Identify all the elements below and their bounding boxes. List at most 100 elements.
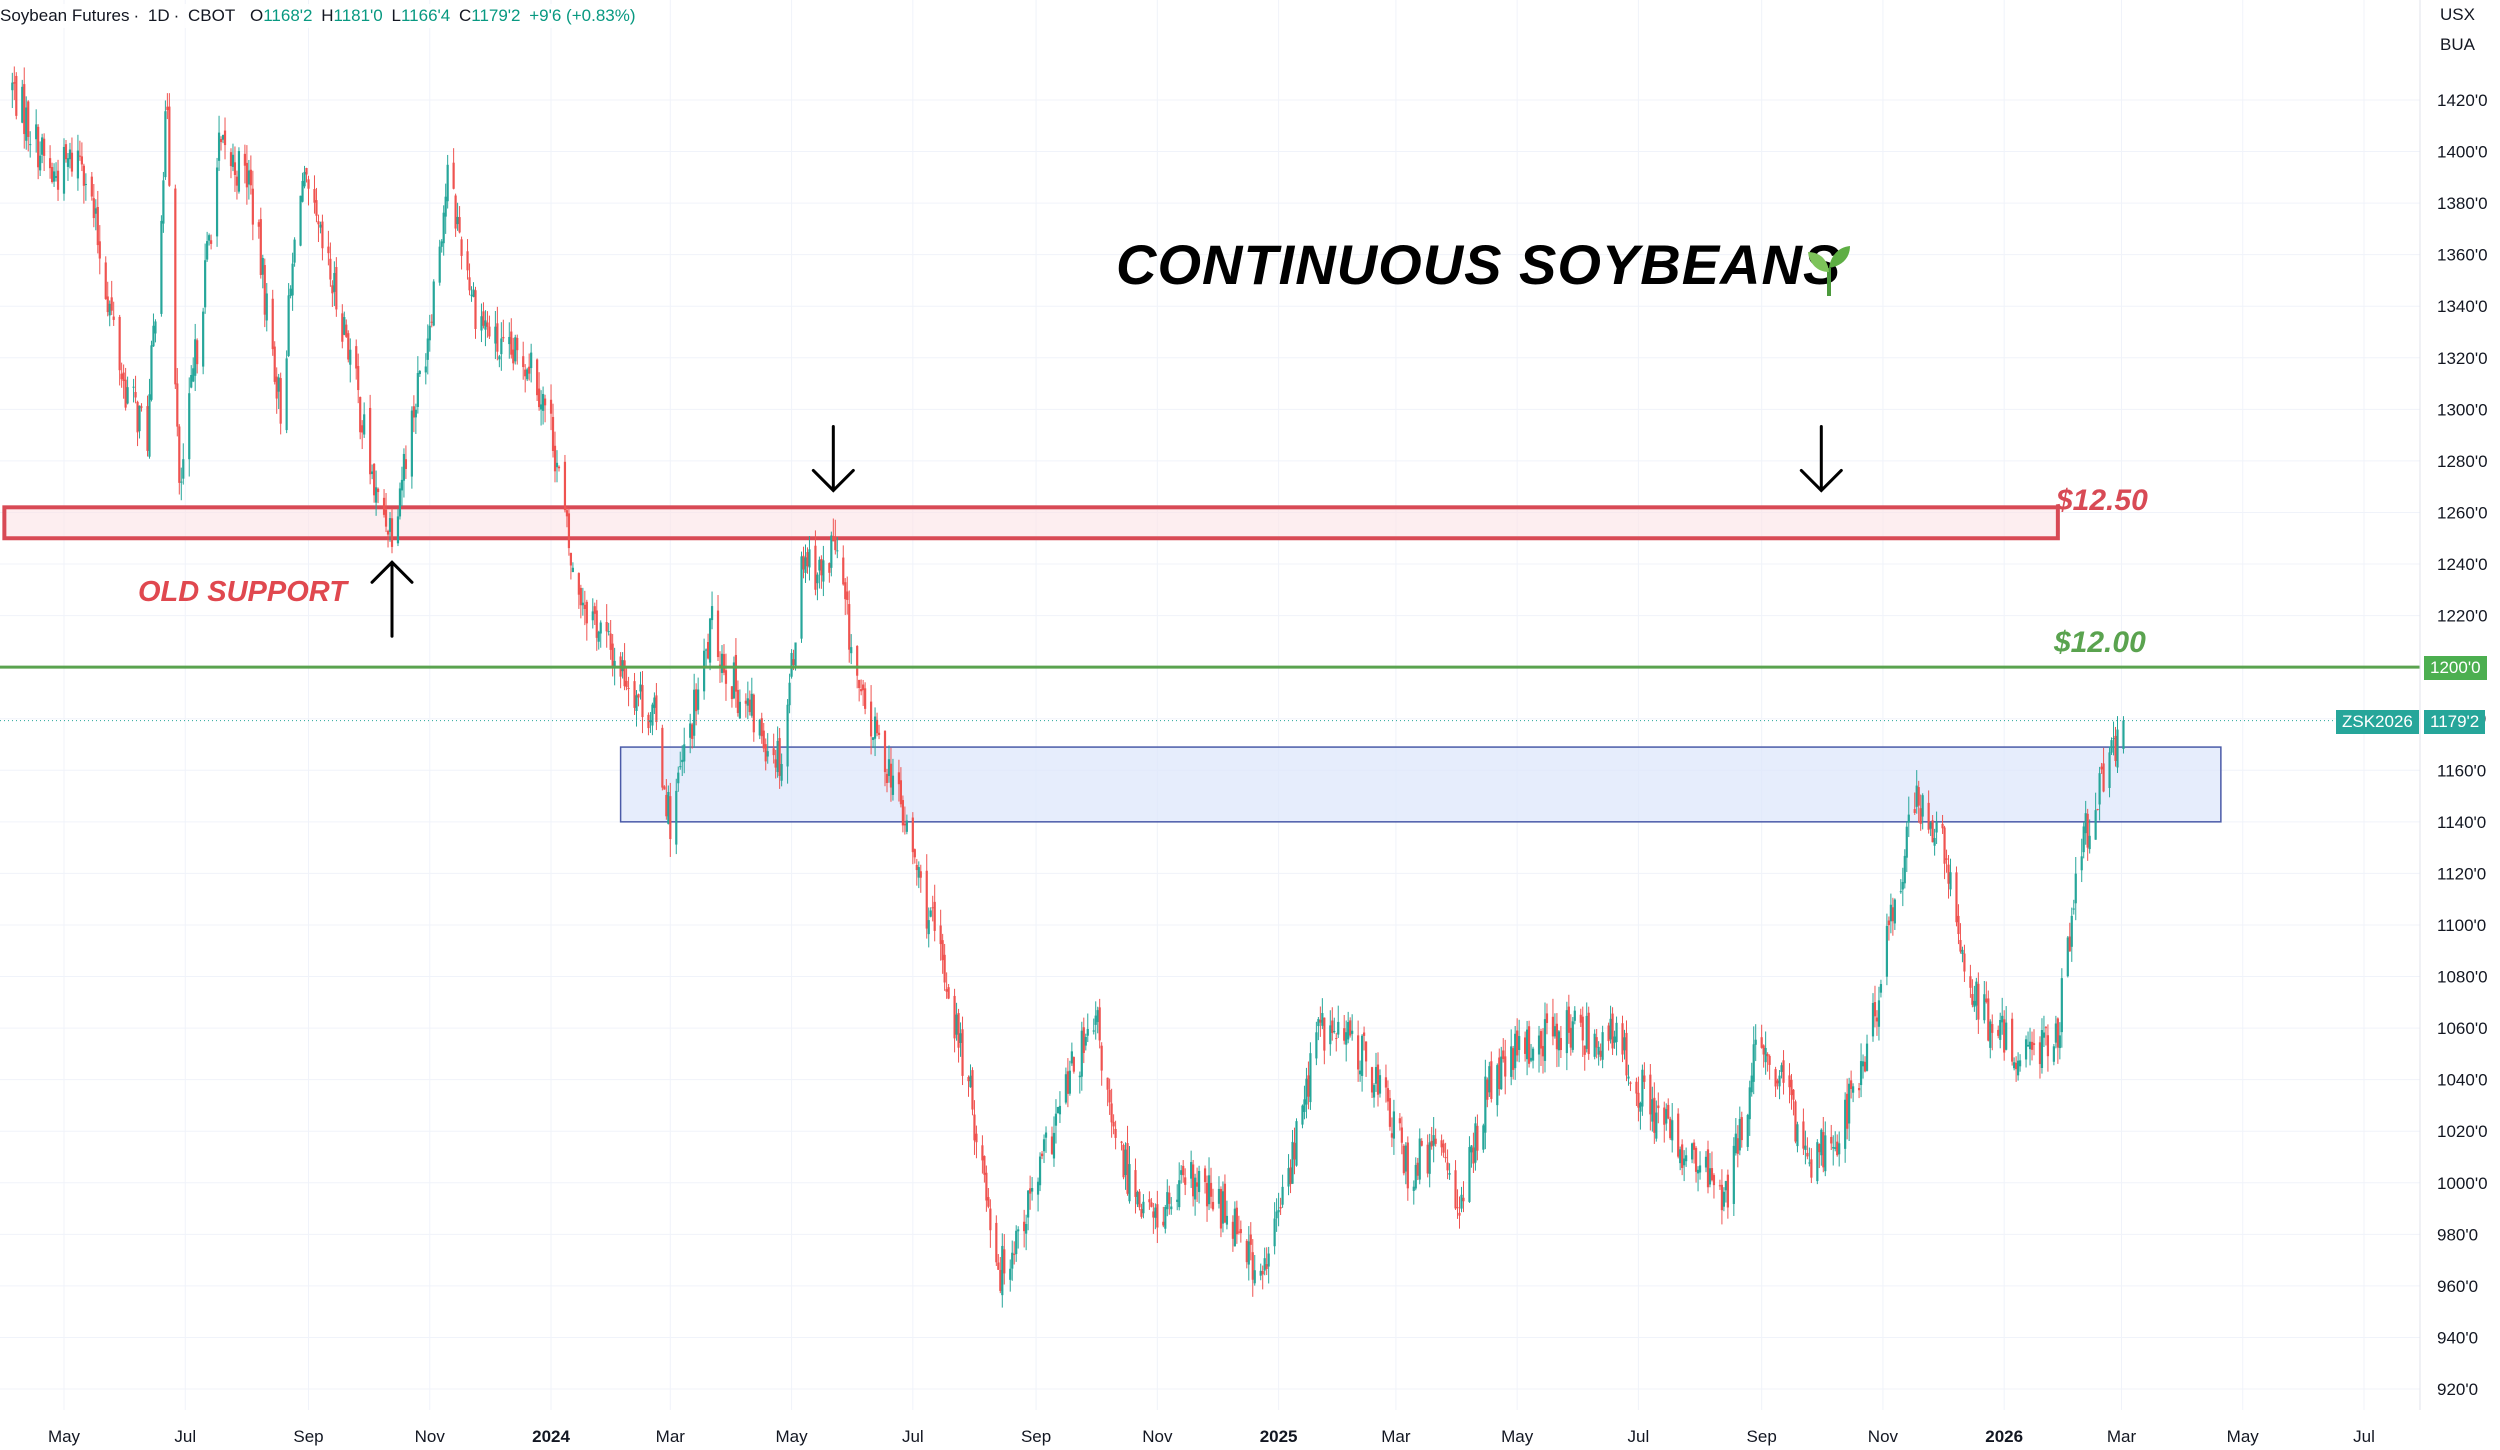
candle-body bbox=[526, 369, 529, 380]
candle-body bbox=[1525, 1029, 1529, 1060]
candle-body bbox=[1690, 1143, 1694, 1160]
chart-legend: Soybean Futures · 1D · CBOT O1168'2 H1181'… bbox=[0, 4, 646, 28]
seedling-icon bbox=[1808, 246, 1850, 296]
candle-body bbox=[1708, 1168, 1712, 1185]
candle-body bbox=[1816, 1142, 1819, 1182]
candle-body bbox=[1094, 1015, 1097, 1025]
candle-body bbox=[846, 591, 849, 600]
candle-body bbox=[1231, 1221, 1234, 1239]
candle-body bbox=[1273, 1218, 1276, 1247]
candle-body bbox=[2056, 1018, 2059, 1048]
level-1200-label: $12.00 bbox=[2054, 626, 2146, 659]
candle-body bbox=[732, 662, 736, 699]
candle-body bbox=[2084, 813, 2087, 834]
x-tick-label: Jul bbox=[1628, 1427, 1650, 1446]
candle-body bbox=[1657, 1105, 1660, 1109]
candle-body bbox=[259, 219, 262, 275]
candle-body bbox=[1915, 785, 1918, 807]
candle-body bbox=[856, 646, 859, 676]
candle-body bbox=[1545, 1013, 1549, 1023]
candle-body bbox=[1595, 1037, 1598, 1048]
candle-body bbox=[2054, 1023, 2057, 1043]
candle-body bbox=[569, 552, 573, 566]
candle-body bbox=[931, 907, 934, 909]
candle-body bbox=[120, 373, 123, 380]
last-price-badge: 1179'2 bbox=[2424, 710, 2486, 734]
candle-body bbox=[1748, 1087, 1751, 1120]
candle-body bbox=[1551, 1016, 1555, 1037]
candle-body bbox=[2082, 826, 2085, 853]
candle-body bbox=[43, 138, 46, 156]
candle-body bbox=[830, 535, 833, 568]
candle-body bbox=[1261, 1271, 1264, 1275]
candle-body bbox=[345, 324, 348, 337]
candle-body bbox=[1190, 1162, 1193, 1179]
candle-body bbox=[510, 331, 513, 355]
candle-body bbox=[1315, 1032, 1318, 1059]
currency-label[interactable]: USX bbox=[2440, 5, 2475, 24]
candle-body bbox=[271, 298, 274, 350]
candle-body bbox=[1502, 1050, 1505, 1059]
candle-body bbox=[1209, 1182, 1213, 1197]
candle-body bbox=[1454, 1170, 1457, 1209]
candle-body bbox=[1044, 1132, 1048, 1138]
candle-body bbox=[1768, 1056, 1771, 1065]
candle-body bbox=[373, 463, 376, 496]
candle-body bbox=[333, 272, 336, 292]
currency-unit-box[interactable]: USX BUA bbox=[2426, 0, 2498, 64]
candle-body bbox=[720, 653, 724, 673]
candle-body bbox=[764, 744, 767, 762]
candle-body bbox=[104, 262, 107, 299]
candle-body bbox=[1281, 1186, 1284, 1205]
candle-body bbox=[1124, 1149, 1127, 1176]
candle-body bbox=[1211, 1201, 1215, 1210]
candle-body bbox=[90, 176, 93, 197]
candle-body bbox=[1357, 1035, 1360, 1070]
candle-body bbox=[597, 631, 600, 642]
candle-body bbox=[13, 82, 16, 84]
candle-body bbox=[2030, 1041, 2034, 1050]
candle-body bbox=[1498, 1057, 1501, 1090]
candle-body bbox=[681, 759, 684, 763]
candle-body bbox=[1225, 1215, 1229, 1225]
x-tick-label: 2026 bbox=[1985, 1427, 2023, 1446]
candle-body bbox=[1710, 1168, 1714, 1181]
level-1200-price-badge: 1200'0 bbox=[2424, 656, 2487, 680]
candle-body bbox=[579, 587, 582, 606]
candle-body bbox=[903, 823, 906, 826]
candle-body bbox=[237, 151, 241, 192]
candle-body bbox=[1832, 1146, 1835, 1149]
candle-body bbox=[885, 773, 889, 783]
candle-body bbox=[1557, 1031, 1561, 1051]
candle-body bbox=[1873, 1002, 1877, 1017]
candle-body bbox=[524, 369, 527, 377]
candle-body bbox=[2094, 810, 2097, 840]
y-tick-label: 1020'0 bbox=[2437, 1122, 2488, 1141]
candle-body bbox=[2013, 1062, 2016, 1069]
candle-body bbox=[1963, 953, 1966, 972]
candle-body bbox=[56, 170, 60, 190]
candle-body bbox=[1613, 1036, 1616, 1043]
candle-body bbox=[730, 686, 734, 700]
candle-body bbox=[1317, 1019, 1320, 1027]
legend-symbol[interactable]: Soybean Futures bbox=[0, 6, 130, 25]
candle-body bbox=[140, 406, 143, 408]
candle-body bbox=[160, 220, 163, 314]
candle-body bbox=[1859, 1061, 1863, 1086]
candle-body bbox=[196, 340, 199, 365]
candle-body bbox=[915, 864, 918, 871]
candle-body bbox=[39, 155, 42, 171]
candle-body bbox=[1490, 1061, 1493, 1099]
candle-body bbox=[442, 212, 445, 244]
candle-body bbox=[1001, 1245, 1004, 1296]
unit-label[interactable]: BUA bbox=[2440, 35, 2475, 54]
candle-body bbox=[1333, 1030, 1336, 1032]
candle-body bbox=[955, 1014, 958, 1035]
candle-body bbox=[1009, 1268, 1012, 1280]
candle-body bbox=[683, 744, 686, 762]
candle-body bbox=[563, 461, 567, 511]
candle-body bbox=[1058, 1105, 1062, 1115]
candle-body bbox=[1263, 1258, 1266, 1271]
y-tick-label: 1280'0 bbox=[2437, 452, 2488, 471]
